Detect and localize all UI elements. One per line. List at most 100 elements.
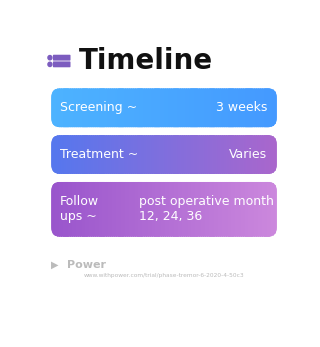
Bar — [193, 135, 196, 174]
Bar — [220, 135, 222, 174]
Bar — [100, 88, 103, 127]
Bar — [243, 135, 245, 174]
Bar — [144, 182, 146, 237]
Bar — [127, 88, 129, 127]
Bar — [195, 182, 197, 237]
Bar — [95, 88, 97, 127]
Bar — [229, 88, 232, 127]
Bar — [80, 135, 82, 174]
Bar — [266, 135, 268, 174]
Bar — [243, 88, 245, 127]
Bar — [186, 182, 188, 237]
Bar — [252, 135, 254, 174]
Bar — [131, 182, 133, 237]
Text: Power: Power — [67, 260, 106, 270]
Bar — [138, 135, 140, 174]
Bar — [84, 88, 85, 127]
Bar — [89, 182, 91, 237]
Text: Screening ~: Screening ~ — [60, 101, 137, 114]
Bar — [100, 182, 103, 237]
Bar — [224, 182, 226, 237]
Bar — [152, 182, 154, 237]
Bar — [264, 182, 266, 237]
Bar — [239, 182, 241, 237]
Circle shape — [48, 56, 52, 60]
Bar — [64, 88, 67, 127]
Bar — [61, 135, 63, 174]
Bar — [154, 135, 156, 174]
Bar — [267, 88, 269, 127]
Bar — [104, 135, 106, 174]
Bar — [176, 88, 179, 127]
Bar — [275, 88, 277, 127]
Bar — [144, 88, 146, 127]
Bar — [235, 88, 237, 127]
Bar — [59, 88, 61, 127]
Bar — [57, 182, 59, 237]
Bar — [239, 135, 241, 174]
Bar — [127, 135, 129, 174]
Bar — [138, 182, 140, 237]
Bar — [150, 135, 152, 174]
Bar — [214, 88, 216, 127]
Bar — [133, 88, 135, 127]
Bar — [256, 182, 258, 237]
Bar — [99, 135, 101, 174]
Bar — [61, 182, 63, 237]
Text: 3 weeks: 3 weeks — [216, 101, 267, 114]
Bar — [171, 88, 173, 127]
Bar — [119, 135, 122, 174]
Bar — [199, 88, 201, 127]
Bar — [110, 182, 112, 237]
Bar — [156, 135, 157, 174]
Bar — [72, 135, 74, 174]
Bar — [271, 88, 273, 127]
Bar — [237, 182, 239, 237]
Bar — [199, 182, 201, 237]
Bar — [233, 88, 235, 127]
Bar — [243, 182, 245, 237]
Bar — [93, 135, 95, 174]
Bar — [195, 88, 197, 127]
Bar — [167, 182, 169, 237]
Bar — [182, 135, 184, 174]
Bar — [207, 182, 209, 237]
Bar — [246, 182, 249, 237]
Bar — [273, 88, 275, 127]
Bar — [258, 182, 260, 237]
Bar — [66, 182, 68, 237]
Bar — [142, 88, 144, 127]
Bar — [250, 182, 252, 237]
Bar — [174, 135, 177, 174]
Bar — [235, 182, 237, 237]
Bar — [211, 135, 212, 174]
Bar — [229, 135, 232, 174]
Bar — [129, 135, 131, 174]
Bar — [59, 135, 61, 174]
Bar — [64, 182, 67, 237]
Bar — [112, 135, 114, 174]
Bar — [140, 182, 142, 237]
Bar — [275, 182, 277, 237]
Bar — [62, 135, 65, 174]
Bar — [53, 135, 55, 174]
Bar — [203, 135, 205, 174]
Bar — [80, 88, 82, 127]
Bar — [171, 182, 173, 237]
Bar — [212, 135, 214, 174]
Bar — [152, 88, 154, 127]
Bar — [275, 135, 277, 174]
Bar — [273, 135, 275, 174]
Bar — [169, 88, 171, 127]
Bar — [211, 182, 212, 237]
Bar — [220, 88, 222, 127]
Bar — [211, 88, 212, 127]
Bar — [108, 135, 110, 174]
Bar — [97, 88, 99, 127]
Bar — [191, 182, 194, 237]
Bar — [267, 182, 269, 237]
Bar — [95, 182, 97, 237]
Bar — [89, 88, 91, 127]
Bar — [271, 182, 273, 237]
Bar — [190, 182, 192, 237]
